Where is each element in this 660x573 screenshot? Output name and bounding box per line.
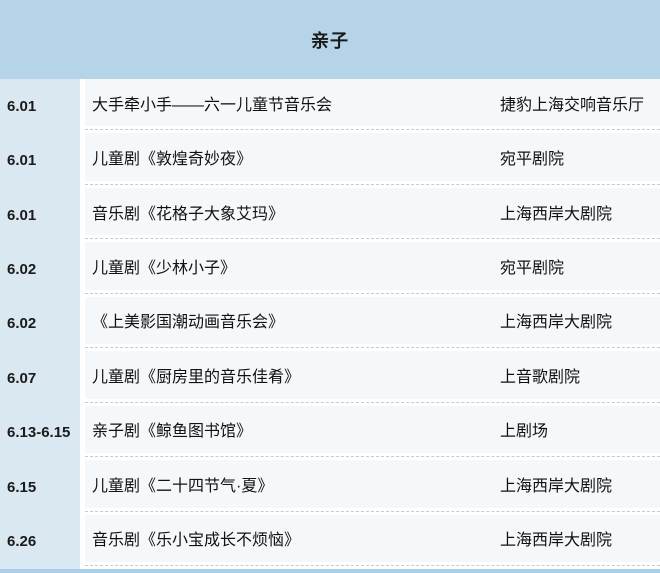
date-cell: 6.26 xyxy=(0,514,80,569)
venue-name: 上海西岸大剧院 xyxy=(500,532,613,550)
venue-name: 上剧场 xyxy=(500,423,549,441)
column-divider xyxy=(80,133,85,188)
event-title: 儿童剧《少林小子》 xyxy=(92,260,237,278)
venue-name: 宛平剧院 xyxy=(500,151,565,169)
row-content-main: 大手牵小手——六一儿童节音乐会 捷豹上海交响音乐厅 xyxy=(85,79,660,127)
table-row: 6.01 音乐剧《花格子大象艾玛》 上海西岸大剧院 xyxy=(0,187,660,243)
row-content: 亲子剧《鲸鱼图书馆》 上剧场 xyxy=(85,405,660,461)
row-separator xyxy=(85,561,660,569)
date-cell: 6.13-6.15 xyxy=(0,405,80,461)
event-title: 大手牵小手——六一儿童节音乐会 xyxy=(92,96,333,114)
event-title: 《上美影国潮动画音乐会》 xyxy=(92,314,285,332)
column-divider xyxy=(80,351,85,406)
row-content: 音乐剧《花格子大象艾玛》 上海西岸大剧院 xyxy=(85,187,660,243)
column-divider xyxy=(80,242,85,297)
row-content: 儿童剧《厨房里的音乐佳肴》 上音歌剧院 xyxy=(85,351,660,406)
column-divider xyxy=(80,405,85,461)
date-cell: 6.02 xyxy=(0,242,80,297)
table-header: 亲子 xyxy=(0,0,660,79)
venue-name: 上音歌剧院 xyxy=(500,368,581,386)
column-divider xyxy=(80,460,85,515)
row-content-main: 儿童剧《二十四节气·夏》 上海西岸大剧院 xyxy=(85,460,660,508)
date-cell: 6.15 xyxy=(0,460,80,515)
row-content-main: 儿童剧《敦煌奇妙夜》 宛平剧院 xyxy=(85,133,660,181)
bottom-strip xyxy=(0,569,660,573)
table-row: 6.02 儿童剧《少林小子》 宛平剧院 xyxy=(0,242,660,297)
table-title: 亲子 xyxy=(311,30,349,51)
venue-name: 上海西岸大剧院 xyxy=(500,205,613,223)
row-separator xyxy=(85,180,660,188)
row-content-main: 《上美影国潮动画音乐会》 上海西岸大剧院 xyxy=(85,296,660,345)
venue-name: 上海西岸大剧院 xyxy=(500,477,613,495)
row-content: 儿童剧《二十四节气·夏》 上海西岸大剧院 xyxy=(85,460,660,515)
venue-name: 捷豹上海交响音乐厅 xyxy=(500,96,645,114)
row-content: 音乐剧《乐小宝成长不烦恼》 上海西岸大剧院 xyxy=(85,514,660,569)
table-row: 6.15 儿童剧《二十四节气·夏》 上海西岸大剧院 xyxy=(0,460,660,515)
table-row: 6.01 大手牵小手——六一儿童节音乐会 捷豹上海交响音乐厅 xyxy=(0,79,660,134)
row-content-main: 儿童剧《厨房里的音乐佳肴》 上音歌剧院 xyxy=(85,351,660,399)
row-content-main: 音乐剧《花格子大象艾玛》 上海西岸大剧院 xyxy=(85,187,660,236)
row-content-main: 亲子剧《鲸鱼图书馆》 上剧场 xyxy=(85,405,660,454)
table-row: 6.02 《上美影国潮动画音乐会》 上海西岸大剧院 xyxy=(0,296,660,352)
row-separator xyxy=(85,344,660,352)
date-cell: 6.01 xyxy=(0,79,80,134)
date-cell: 6.07 xyxy=(0,351,80,406)
event-title: 儿童剧《敦煌奇妙夜》 xyxy=(92,151,253,169)
table-body: 6.01 大手牵小手——六一儿童节音乐会 捷豹上海交响音乐厅 6.01 儿童剧《敦煌奇妙… xyxy=(0,79,660,569)
venue-name: 宛平剧院 xyxy=(500,260,565,278)
row-separator xyxy=(85,398,660,406)
row-content: 儿童剧《少林小子》 宛平剧院 xyxy=(85,242,660,297)
row-content: 《上美影国潮动画音乐会》 上海西岸大剧院 xyxy=(85,296,660,352)
row-separator xyxy=(85,235,660,243)
event-title: 亲子剧《鲸鱼图书馆》 xyxy=(92,423,253,441)
row-separator xyxy=(85,289,660,297)
table-row: 6.26 音乐剧《乐小宝成长不烦恼》 上海西岸大剧院 xyxy=(0,514,660,569)
column-divider xyxy=(80,187,85,243)
event-title: 儿童剧《二十四节气·夏》 xyxy=(92,477,274,495)
event-title: 音乐剧《花格子大象艾玛》 xyxy=(92,205,285,223)
row-content-main: 儿童剧《少林小子》 宛平剧院 xyxy=(85,242,660,290)
date-cell: 6.01 xyxy=(0,187,80,243)
date-cell: 6.01 xyxy=(0,133,80,188)
table-row: 6.01 儿童剧《敦煌奇妙夜》 宛平剧院 xyxy=(0,133,660,188)
event-title: 儿童剧《厨房里的音乐佳肴》 xyxy=(92,368,301,386)
column-divider xyxy=(80,296,85,352)
date-cell: 6.02 xyxy=(0,296,80,352)
column-divider xyxy=(80,514,85,569)
row-content: 儿童剧《敦煌奇妙夜》 宛平剧院 xyxy=(85,133,660,188)
table-row: 6.07 儿童剧《厨房里的音乐佳肴》 上音歌剧院 xyxy=(0,351,660,406)
row-separator xyxy=(85,126,660,134)
row-separator xyxy=(85,453,660,461)
row-content: 大手牵小手——六一儿童节音乐会 捷豹上海交响音乐厅 xyxy=(85,79,660,134)
venue-name: 上海西岸大剧院 xyxy=(500,314,613,332)
table-row: 6.13-6.15 亲子剧《鲸鱼图书馆》 上剧场 xyxy=(0,405,660,461)
event-title: 音乐剧《乐小宝成长不烦恼》 xyxy=(92,532,301,550)
column-divider xyxy=(80,79,85,134)
row-content-main: 音乐剧《乐小宝成长不烦恼》 上海西岸大剧院 xyxy=(85,514,660,562)
row-separator xyxy=(85,507,660,515)
